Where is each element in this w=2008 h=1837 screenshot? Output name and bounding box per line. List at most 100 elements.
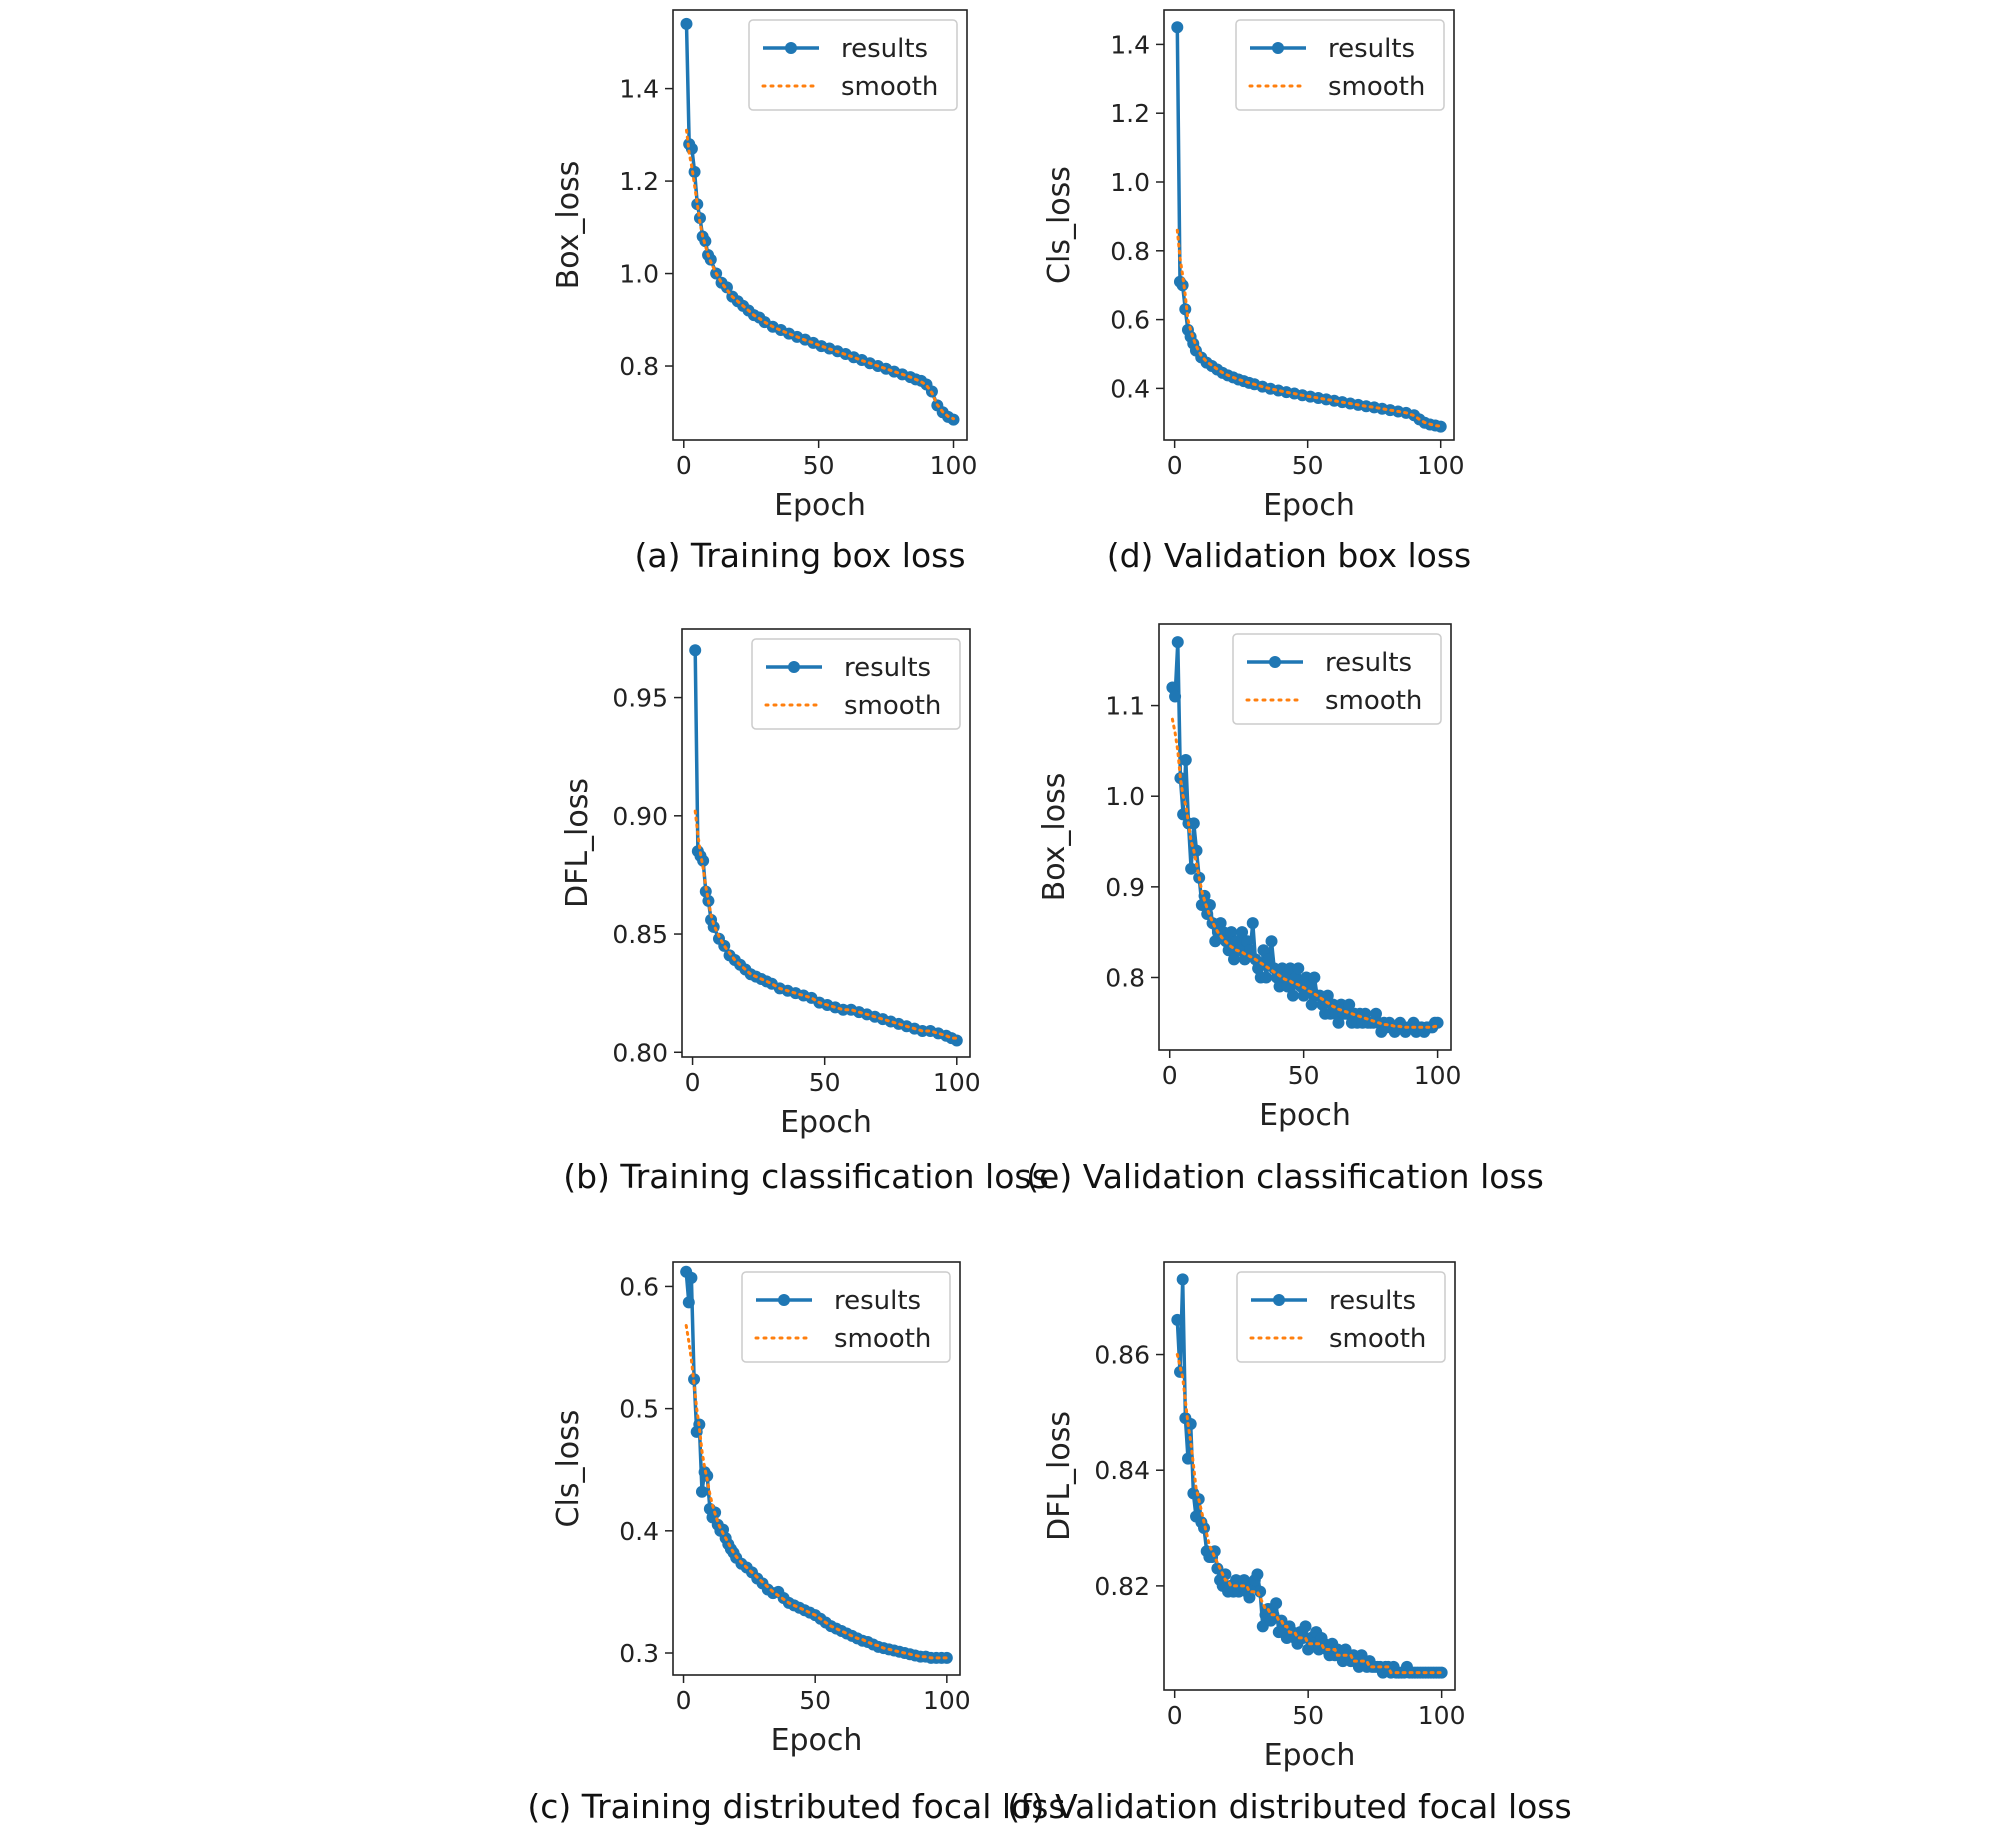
y-tick-label: 0.86 (1094, 1341, 1150, 1370)
data-point-results (1278, 971, 1291, 984)
x-tick-label: 0 (676, 1686, 692, 1715)
x-tick-label: 50 (803, 451, 835, 480)
y-tick-label: 0.95 (612, 684, 668, 713)
data-point-results (1369, 1007, 1382, 1020)
x-tick-label: 100 (930, 451, 978, 480)
data-point-results (1434, 420, 1447, 433)
legend-label-results: results (844, 653, 931, 683)
legend-label-smooth: smooth (841, 72, 938, 102)
subplot-caption: (a) Training box loss (634, 536, 965, 575)
series-line-smooth (684, 1324, 949, 1660)
x-axis-label: Epoch (1263, 488, 1355, 523)
data-point-results (1243, 1591, 1256, 1604)
subplot-caption: (d) Validation box loss (1107, 536, 1472, 575)
data-point-results (1179, 303, 1192, 316)
y-tick-label: 0.6 (1110, 306, 1150, 335)
x-tick-label: 100 (1418, 1701, 1466, 1730)
legend-label-smooth: smooth (844, 691, 941, 721)
data-point-results (1225, 926, 1238, 939)
subplot-c: 0 50 100 0.3 0.4 0.5 0.6 Epoch Cls_loss results sm… (527, 1261, 1066, 1826)
y-tick-label: 0.4 (1110, 374, 1150, 403)
legend-marker-results (778, 1294, 790, 1306)
y-tick-label: 0.4 (619, 1517, 659, 1546)
x-tick-label: 50 (1292, 451, 1324, 480)
x-axis-label: Epoch (774, 488, 866, 523)
legend-label-results: results (1329, 1286, 1416, 1316)
legend (1232, 633, 1442, 725)
x-tick-label: 50 (1292, 1701, 1324, 1730)
y-tick-label: 1.2 (1110, 99, 1150, 128)
data-point-results (1289, 971, 1302, 984)
data-point-results (1332, 1016, 1345, 1029)
legend-label-smooth: smooth (1325, 686, 1422, 716)
data-point-results (1292, 962, 1305, 975)
data-point-results (1343, 998, 1356, 1011)
data-point-results (1169, 690, 1182, 703)
data-point-results (1171, 636, 1184, 649)
y-axis-label: Box_loss (1037, 773, 1072, 902)
data-point-results (1262, 953, 1275, 966)
y-axis-label: DFL_loss (560, 778, 595, 908)
data-point-results (1171, 1313, 1184, 1326)
subplot-caption: (b) Training classification loss (563, 1157, 1049, 1196)
data-point-results (1171, 21, 1184, 34)
y-axis-label: Box_loss (551, 161, 586, 290)
x-tick-label: 100 (923, 1686, 971, 1715)
y-tick-label: 0.6 (619, 1272, 659, 1301)
axes-frame (1163, 1261, 1456, 1691)
data-point-results (1270, 1597, 1283, 1610)
y-tick-label: 0.80 (612, 1038, 668, 1067)
legend (1236, 1271, 1446, 1363)
y-tick-label: 1.0 (1105, 782, 1145, 811)
x-tick-label: 50 (799, 1686, 831, 1715)
legend-marker-results (1269, 656, 1281, 668)
data-point-results (1252, 962, 1265, 975)
data-point-results (1214, 917, 1227, 930)
x-tick-label: 100 (1417, 451, 1465, 480)
y-tick-label: 0.8 (1110, 237, 1150, 266)
data-point-results (680, 17, 693, 30)
legend-label-smooth: smooth (1329, 1324, 1426, 1354)
data-point-results (691, 198, 704, 211)
y-axis-label: Cls_loss (551, 1410, 586, 1528)
legend-label-smooth: smooth (1328, 72, 1425, 102)
x-tick-label: 0 (676, 451, 692, 480)
legend-label-results: results (834, 1286, 921, 1316)
data-point-results (950, 1034, 963, 1047)
legend-label-results: results (1325, 648, 1412, 678)
x-axis-label: Epoch (771, 1723, 863, 1758)
y-tick-label: 1.0 (619, 260, 659, 289)
x-tick-label: 100 (1414, 1061, 1462, 1090)
x-tick-label: 0 (1167, 451, 1183, 480)
y-tick-label: 0.85 (612, 920, 668, 949)
data-point-results (1209, 935, 1222, 948)
data-point-results (1281, 980, 1294, 993)
y-tick-label: 1.0 (1110, 168, 1150, 197)
x-axis-label: Epoch (1259, 1098, 1351, 1133)
x-tick-label: 50 (1288, 1061, 1320, 1090)
axes-frame (1163, 9, 1455, 441)
legend (751, 638, 961, 730)
y-tick-label: 0.90 (612, 802, 668, 831)
y-tick-label: 0.8 (1105, 963, 1145, 992)
axes-frame (1158, 623, 1452, 1051)
y-tick-label: 1.4 (1110, 30, 1150, 59)
y-tick-label: 0.3 (619, 1639, 659, 1668)
subplot-b: 0 50 100 0.80 0.85 0.90 0.95 Epoch DFL_loss resul… (560, 628, 1049, 1196)
legend-marker-results (785, 42, 797, 54)
y-axis-label: DFL_loss (1042, 1411, 1077, 1541)
x-tick-label: 0 (685, 1068, 701, 1097)
legend-label-smooth: smooth (834, 1324, 931, 1354)
data-point-results (1321, 989, 1334, 1002)
data-point-results (1286, 989, 1299, 1002)
data-point-results (1297, 989, 1310, 1002)
y-tick-label: 0.8 (619, 352, 659, 381)
y-tick-label: 1.2 (619, 167, 659, 196)
axes-frame (672, 1261, 961, 1676)
series-line-smooth (693, 809, 959, 1040)
x-axis-label: Epoch (1264, 1738, 1356, 1773)
series-line-smooth (685, 128, 955, 421)
legend-label-results: results (1328, 34, 1415, 64)
y-tick-label: 1.4 (619, 75, 659, 104)
